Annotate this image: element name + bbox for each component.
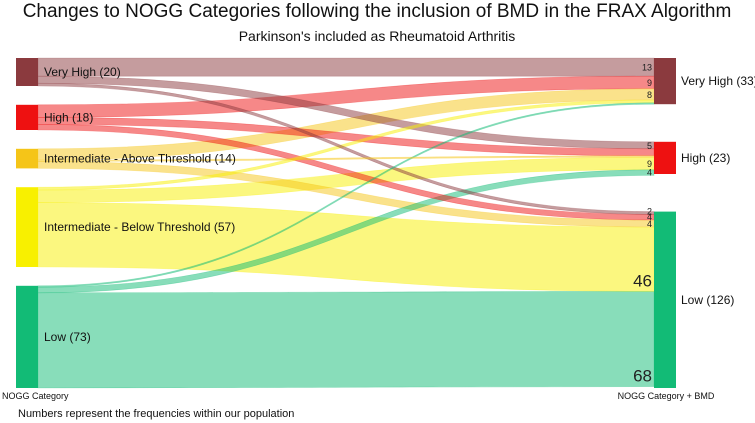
left-node-label-h: High (18) [44,110,93,124]
flow-value-label-ia-to-vh: 8 [647,90,652,100]
flow-value-label-l-to-h: 4 [647,167,652,177]
flow-value-label-vh-to-l: 2 [647,206,652,216]
left-node-label-ib: Intermediate - Below Threshold (57) [44,220,235,234]
left-node-label-ia: Intermediate - Above Threshold (14) [44,152,236,166]
left-node-label-l: Low (73) [44,330,91,344]
left-node-ib [16,187,38,267]
right-node-vh [654,58,676,105]
flow-value-label-vh-to-vh: 13 [642,63,652,73]
left-axis-label: NOGG Category [2,391,69,401]
right-node-label-h: High (23) [681,151,730,165]
right-node-label-vh: Very High (33) [681,74,755,88]
flow-value-label-vh-to-h: 5 [647,141,652,151]
flow-l-to-l [37,291,655,389]
right-node-label-l: Low (126) [681,293,734,307]
flow-value-label-ib-to-l: 46 [633,271,652,290]
flow-value-label-ib-to-h: 9 [647,159,652,169]
left-node-h [16,104,38,130]
left-node-label-vh: Very High (20) [44,65,121,79]
chart-title: Changes to NOGG Categories following the… [23,1,732,22]
flow-l-to-h [37,169,655,294]
footnote: Numbers represent the frequencies within… [18,408,294,420]
flow-value-label-h-to-vh: 9 [647,78,652,88]
flow-value-label-l-to-l: 68 [633,367,652,386]
node-layer [16,58,676,388]
left-node-vh [16,58,38,86]
right-node-h [654,141,676,174]
flow-vh-to-vh [37,57,655,77]
left-node-l [16,285,38,388]
right-node-l [654,211,676,388]
flow-value-label-h-to-l: 4 [647,212,652,222]
right-axis-label: NOGG Category + BMD [618,391,715,401]
chart-subtitle: Parkinson's included as Rheumatoid Arthr… [239,28,516,44]
left-node-ia [16,148,38,169]
flow-value-label-ia-to-l: 4 [647,219,652,229]
